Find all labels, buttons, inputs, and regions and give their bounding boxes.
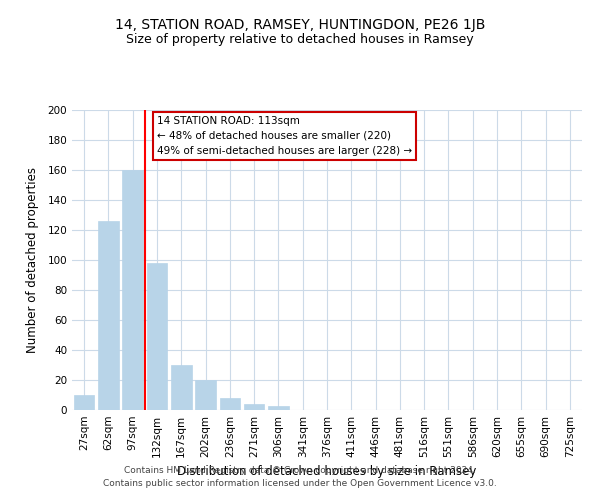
Bar [98,221,119,410]
Text: 14, STATION ROAD, RAMSEY, HUNTINGDON, PE26 1JB: 14, STATION ROAD, RAMSEY, HUNTINGDON, PE… [115,18,485,32]
Text: 14 STATION ROAD: 113sqm
← 48% of detached houses are smaller (220)
49% of semi-d: 14 STATION ROAD: 113sqm ← 48% of detache… [157,116,412,156]
Text: Contains HM Land Registry data © Crown copyright and database right 2024.
Contai: Contains HM Land Registry data © Crown c… [103,466,497,487]
Bar [244,404,265,410]
Bar [171,365,191,410]
Y-axis label: Number of detached properties: Number of detached properties [26,167,39,353]
Bar [122,170,143,410]
Bar [268,406,289,410]
Text: Size of property relative to detached houses in Ramsey: Size of property relative to detached ho… [126,32,474,46]
Bar [195,380,216,410]
Bar [74,395,94,410]
X-axis label: Distribution of detached houses by size in Ramsey: Distribution of detached houses by size … [178,466,476,478]
Bar [146,263,167,410]
Bar [220,398,240,410]
